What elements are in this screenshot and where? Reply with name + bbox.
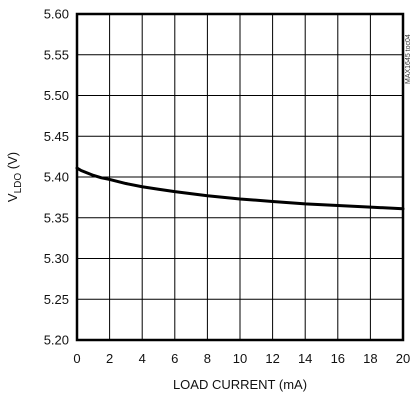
x-tick-label: 20 xyxy=(396,351,410,366)
x-tick-label: 16 xyxy=(331,351,345,366)
y-tick-label: 5.60 xyxy=(44,7,69,22)
grid-lines xyxy=(76,13,404,341)
y-tick-labels: 5.60 5.55 5.50 5.45 5.40 5.35 5.30 5.25 5.20 xyxy=(44,7,69,348)
y-tick-label: 5.55 xyxy=(44,47,69,62)
y-tick-label: 5.40 xyxy=(44,170,69,185)
y-axis-title: VLDO (V) xyxy=(5,152,24,202)
x-tick-label: 6 xyxy=(171,351,178,366)
x-tick-label: 10 xyxy=(233,351,247,366)
y-tick-label: 5.35 xyxy=(44,210,69,225)
y-axis-title-symbol: V xyxy=(5,193,20,202)
x-tick-labels: 0 2 4 6 8 10 12 14 16 18 20 xyxy=(73,351,410,366)
x-tick-label: 4 xyxy=(139,351,146,366)
series-line xyxy=(75,166,405,211)
y-tick-label: 5.50 xyxy=(44,88,69,103)
y-axis-title-unit: (V) xyxy=(5,152,20,173)
y-axis-title-subscript: LDO xyxy=(13,173,24,194)
y-tick-label: 5.45 xyxy=(44,129,69,144)
y-tick-label: 5.20 xyxy=(44,333,69,348)
figure-id-note: MAX1645 toc04 xyxy=(405,34,412,84)
x-tick-label: 14 xyxy=(298,351,312,366)
x-tick-label: 18 xyxy=(363,351,377,366)
x-tick-label: 2 xyxy=(106,351,113,366)
x-axis-title: LOAD CURRENT (mA) xyxy=(173,377,307,392)
x-tick-label: 0 xyxy=(73,351,80,366)
y-tick-label: 5.25 xyxy=(44,292,69,307)
x-tick-label: 8 xyxy=(204,351,211,366)
plot-frame xyxy=(75,12,405,342)
y-tick-label: 5.30 xyxy=(44,251,69,266)
x-tick-label: 12 xyxy=(265,351,279,366)
